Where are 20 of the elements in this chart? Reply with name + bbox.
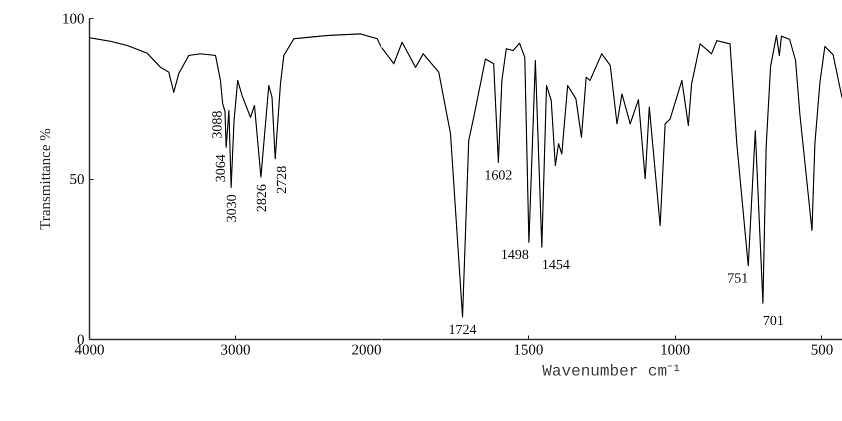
y-tick-label: 100 bbox=[62, 12, 84, 28]
annotation: 701 bbox=[762, 314, 784, 330]
annotation: 751 bbox=[727, 272, 748, 287]
annotation: 2826 bbox=[254, 184, 270, 212]
annotation: 1454 bbox=[542, 258, 570, 274]
annotation: 1498 bbox=[500, 248, 529, 264]
annotation: 1602 bbox=[484, 168, 512, 184]
x-tick-label: 2000 bbox=[352, 342, 382, 358]
x-tick-label: 1500 bbox=[513, 342, 544, 358]
x-tick-label: 500 bbox=[810, 342, 834, 358]
x-tick-label: 3000 bbox=[220, 342, 250, 358]
x-axis-title: Wavenumber cm⁻¹ bbox=[542, 362, 682, 380]
y-axis-title: Transmittance % bbox=[38, 128, 54, 230]
annotation: 2728 bbox=[275, 166, 290, 194]
y-tick-label: 50 bbox=[70, 172, 84, 188]
annotation: 3088 bbox=[210, 110, 226, 139]
annotation: 3064 bbox=[214, 154, 230, 182]
annotation: 3030 bbox=[225, 194, 240, 222]
annotation: 1724 bbox=[448, 323, 477, 338]
x-tick-label: 1000 bbox=[660, 342, 690, 358]
